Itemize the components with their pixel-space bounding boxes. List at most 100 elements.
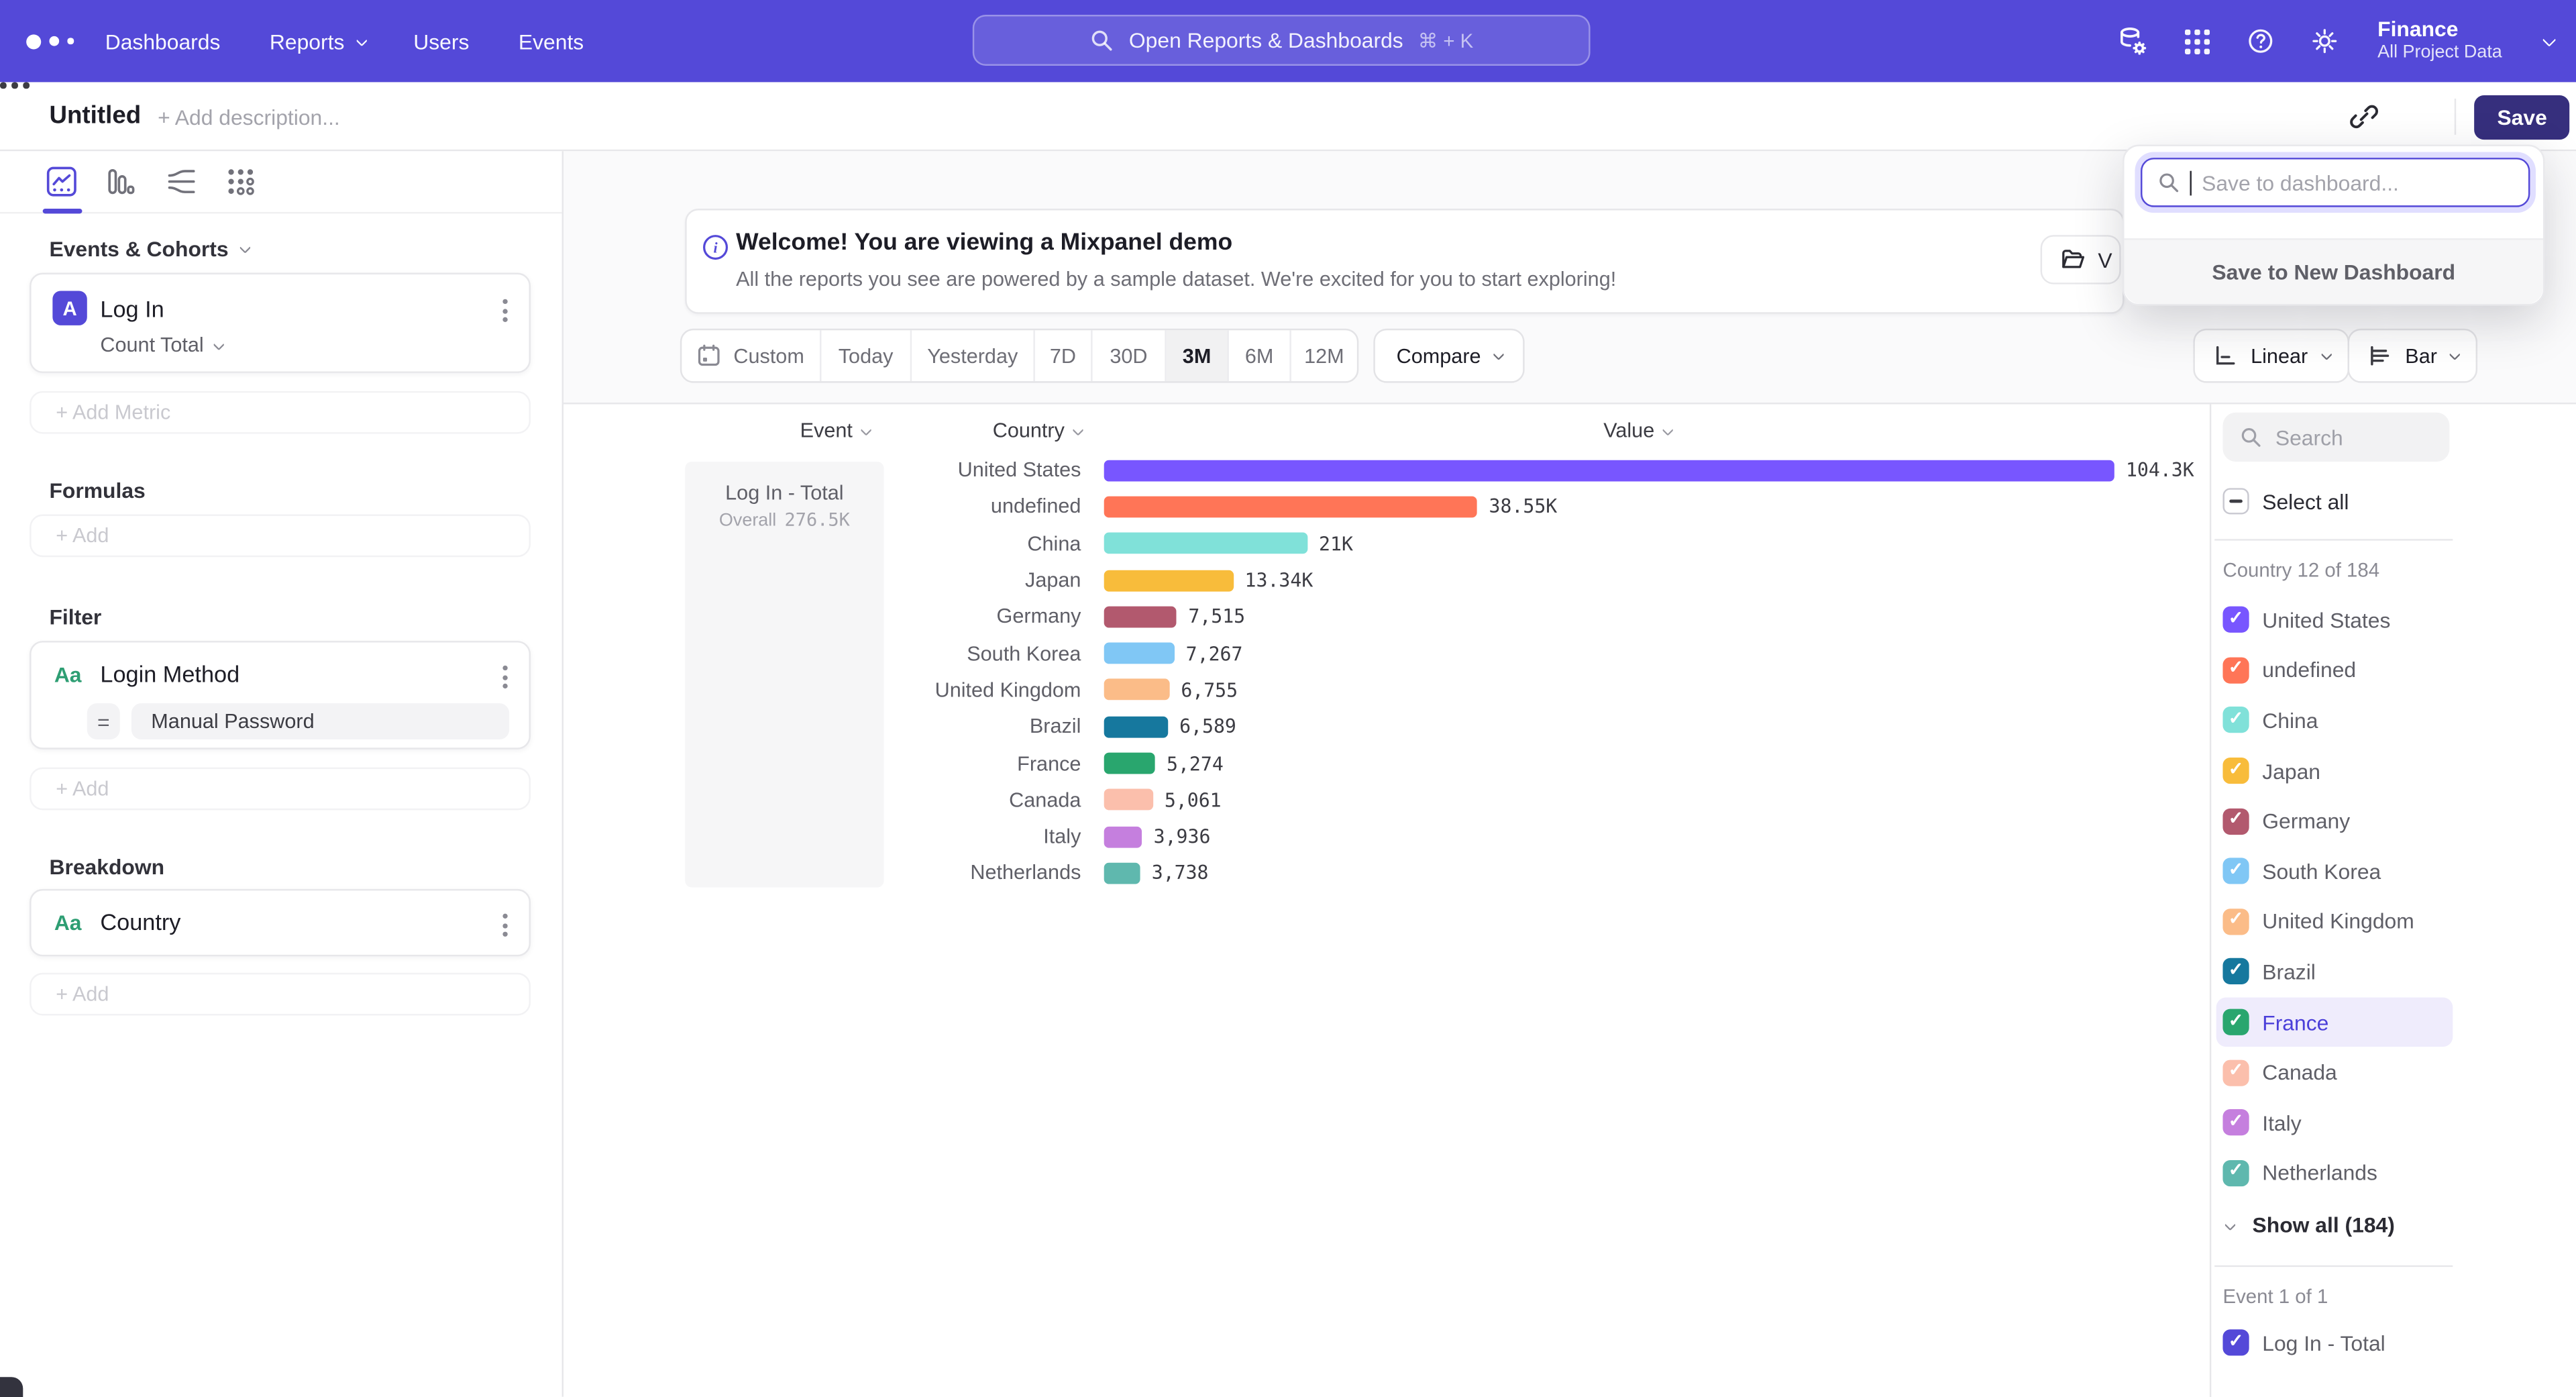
- nav-item-reports[interactable]: Reports: [270, 29, 368, 54]
- save-dashboard-search-field[interactable]: [2141, 158, 2530, 207]
- nav-item-events[interactable]: Events: [518, 28, 584, 54]
- event-filter-row[interactable]: ✓ Log In - Total: [2216, 1318, 2453, 1367]
- range-30d[interactable]: 30D: [1093, 330, 1167, 382]
- bar[interactable]: [1104, 496, 1478, 518]
- bar[interactable]: [1104, 642, 1175, 664]
- add-breakdown-button[interactable]: + Add: [30, 972, 531, 1016]
- save-to-new-dashboard-button[interactable]: Save to New Dashboard: [2124, 238, 2544, 305]
- country-filter-row[interactable]: ✓ Netherlands: [2216, 1148, 2453, 1198]
- bar[interactable]: [1104, 606, 1177, 628]
- save-dashboard-input[interactable]: [2202, 170, 2528, 195]
- event-aggregation[interactable]: Count Total: [100, 333, 225, 356]
- events-cohorts-header[interactable]: Events & Cohorts: [49, 237, 252, 261]
- bar[interactable]: [1104, 533, 1307, 554]
- filter-card[interactable]: Aa Login Method = Manual Password: [30, 641, 531, 749]
- range-12m[interactable]: 12M: [1304, 344, 1344, 368]
- settings-gear-icon[interactable]: [2310, 26, 2340, 56]
- tab-flows-icon[interactable]: [166, 166, 197, 197]
- range-custom[interactable]: Custom: [682, 330, 822, 382]
- chevron-down-icon[interactable]: [2542, 33, 2557, 47]
- bar[interactable]: [1104, 679, 1170, 701]
- bar[interactable]: [1104, 569, 1234, 591]
- scale-selector-button[interactable]: Linear: [2193, 328, 2349, 383]
- sidebar-collapse-handle[interactable]: [0, 1377, 23, 1397]
- checkbox-checked[interactable]: ✓: [2222, 758, 2249, 784]
- bar[interactable]: [1104, 716, 1168, 737]
- event-options-icon[interactable]: [502, 299, 508, 322]
- breakdown-property-name[interactable]: Country: [100, 909, 181, 935]
- checkbox-checked[interactable]: ✓: [2222, 958, 2249, 986]
- event-card[interactable]: A Log In Count Total: [30, 272, 531, 373]
- range-7d[interactable]: 7D: [1035, 330, 1093, 382]
- project-selector[interactable]: Finance All Project Data: [2377, 16, 2502, 65]
- breakdown-options-icon[interactable]: [502, 913, 508, 937]
- compare-button[interactable]: Compare: [1373, 328, 1525, 383]
- country-filter-row[interactable]: ✓ Canada: [2216, 1047, 2453, 1098]
- data-management-icon[interactable]: [2116, 25, 2149, 58]
- add-description-placeholder[interactable]: + Add description...: [158, 105, 340, 130]
- help-icon[interactable]: [2246, 26, 2275, 56]
- tab-funnels-icon[interactable]: [105, 166, 137, 197]
- select-all-row[interactable]: Select all: [2222, 488, 2349, 515]
- checkbox-checked[interactable]: ✓: [2222, 1059, 2249, 1086]
- nav-item-dashboards[interactable]: Dashboards: [105, 28, 221, 54]
- checkbox-checked[interactable]: ✓: [2222, 808, 2249, 835]
- view-dataset-button[interactable]: V: [2040, 235, 2121, 284]
- chart-type-button[interactable]: Bar: [2347, 328, 2479, 383]
- nav-item-users[interactable]: Users: [413, 28, 470, 54]
- checkbox-checked[interactable]: ✓: [2222, 858, 2249, 885]
- show-all-button[interactable]: Show all (184): [2224, 1200, 2395, 1249]
- range-yesterday[interactable]: Yesterday: [912, 330, 1035, 382]
- country-filter-row[interactable]: ✓ Brazil: [2216, 947, 2453, 997]
- filter-value[interactable]: Manual Password: [131, 703, 510, 740]
- column-header-event[interactable]: Event: [800, 419, 872, 442]
- filter-options-icon[interactable]: [502, 665, 508, 689]
- country-filter-row[interactable]: ✓ France: [2216, 996, 2453, 1047]
- country-filter-row[interactable]: ✓ Italy: [2216, 1098, 2453, 1148]
- bar[interactable]: [1104, 459, 2114, 481]
- country-filter-row[interactable]: ✓ South Korea: [2216, 846, 2453, 896]
- checkbox-checked[interactable]: ✓: [2222, 707, 2249, 734]
- checkbox-checked[interactable]: ✓: [2222, 1329, 2249, 1356]
- panel-search-input[interactable]: Search: [2222, 412, 2450, 462]
- checkbox-checked[interactable]: ✓: [2222, 1159, 2249, 1186]
- bar[interactable]: [1104, 825, 1142, 847]
- checkbox-checked[interactable]: ✓: [2222, 1109, 2249, 1136]
- filter-property-name[interactable]: Login Method: [100, 660, 240, 687]
- event-name[interactable]: Log In: [100, 295, 164, 322]
- checkbox-indeterminate[interactable]: [2222, 488, 2249, 515]
- column-header-value[interactable]: Value: [1603, 419, 1674, 442]
- bar[interactable]: [1104, 862, 1140, 884]
- range-6m[interactable]: 6M: [1229, 330, 1291, 382]
- tab-insights-icon[interactable]: [46, 166, 78, 197]
- country-filter-row[interactable]: ✓ United Kingdom: [2216, 896, 2453, 947]
- tab-retention-icon[interactable]: [225, 166, 257, 197]
- checkbox-checked[interactable]: ✓: [2222, 1008, 2249, 1035]
- range-3m-selected[interactable]: 3M: [1166, 330, 1229, 382]
- bar-value-label: 7,267: [1185, 641, 1243, 665]
- country-filter-row[interactable]: ✓ United States: [2216, 595, 2453, 645]
- country-filter-row[interactable]: ✓ Japan: [2216, 745, 2453, 796]
- copy-link-icon[interactable]: [2349, 102, 2379, 132]
- country-filter-row[interactable]: ✓ China: [2216, 695, 2453, 745]
- add-formula-button[interactable]: + Add: [30, 514, 531, 558]
- filter-operator[interactable]: =: [87, 703, 120, 740]
- add-metric-button[interactable]: + Add Metric: [30, 391, 531, 434]
- country-filter-row[interactable]: ✓ undefined: [2216, 645, 2453, 695]
- column-header-country[interactable]: Country: [884, 419, 1084, 442]
- breakdown-card[interactable]: Aa Country: [30, 888, 531, 957]
- save-button[interactable]: Save: [2474, 95, 2571, 140]
- apps-grid-icon[interactable]: [2184, 27, 2212, 55]
- global-search-button[interactable]: Open Reports & Dashboards ⌘ + K: [972, 15, 1591, 66]
- report-title[interactable]: Untitled: [49, 101, 142, 130]
- country-filter-row[interactable]: ✓ Germany: [2216, 796, 2453, 846]
- checkbox-checked[interactable]: ✓: [2222, 607, 2249, 633]
- mixpanel-logo-icon[interactable]: [26, 0, 73, 82]
- add-filter-button[interactable]: + Add: [30, 767, 531, 811]
- checkbox-checked[interactable]: ✓: [2222, 908, 2249, 935]
- range-today[interactable]: Today: [821, 330, 912, 382]
- bar[interactable]: [1104, 752, 1155, 774]
- bar[interactable]: [1104, 789, 1153, 811]
- checkbox-checked[interactable]: ✓: [2222, 657, 2249, 684]
- more-options-button[interactable]: [0, 82, 2576, 89]
